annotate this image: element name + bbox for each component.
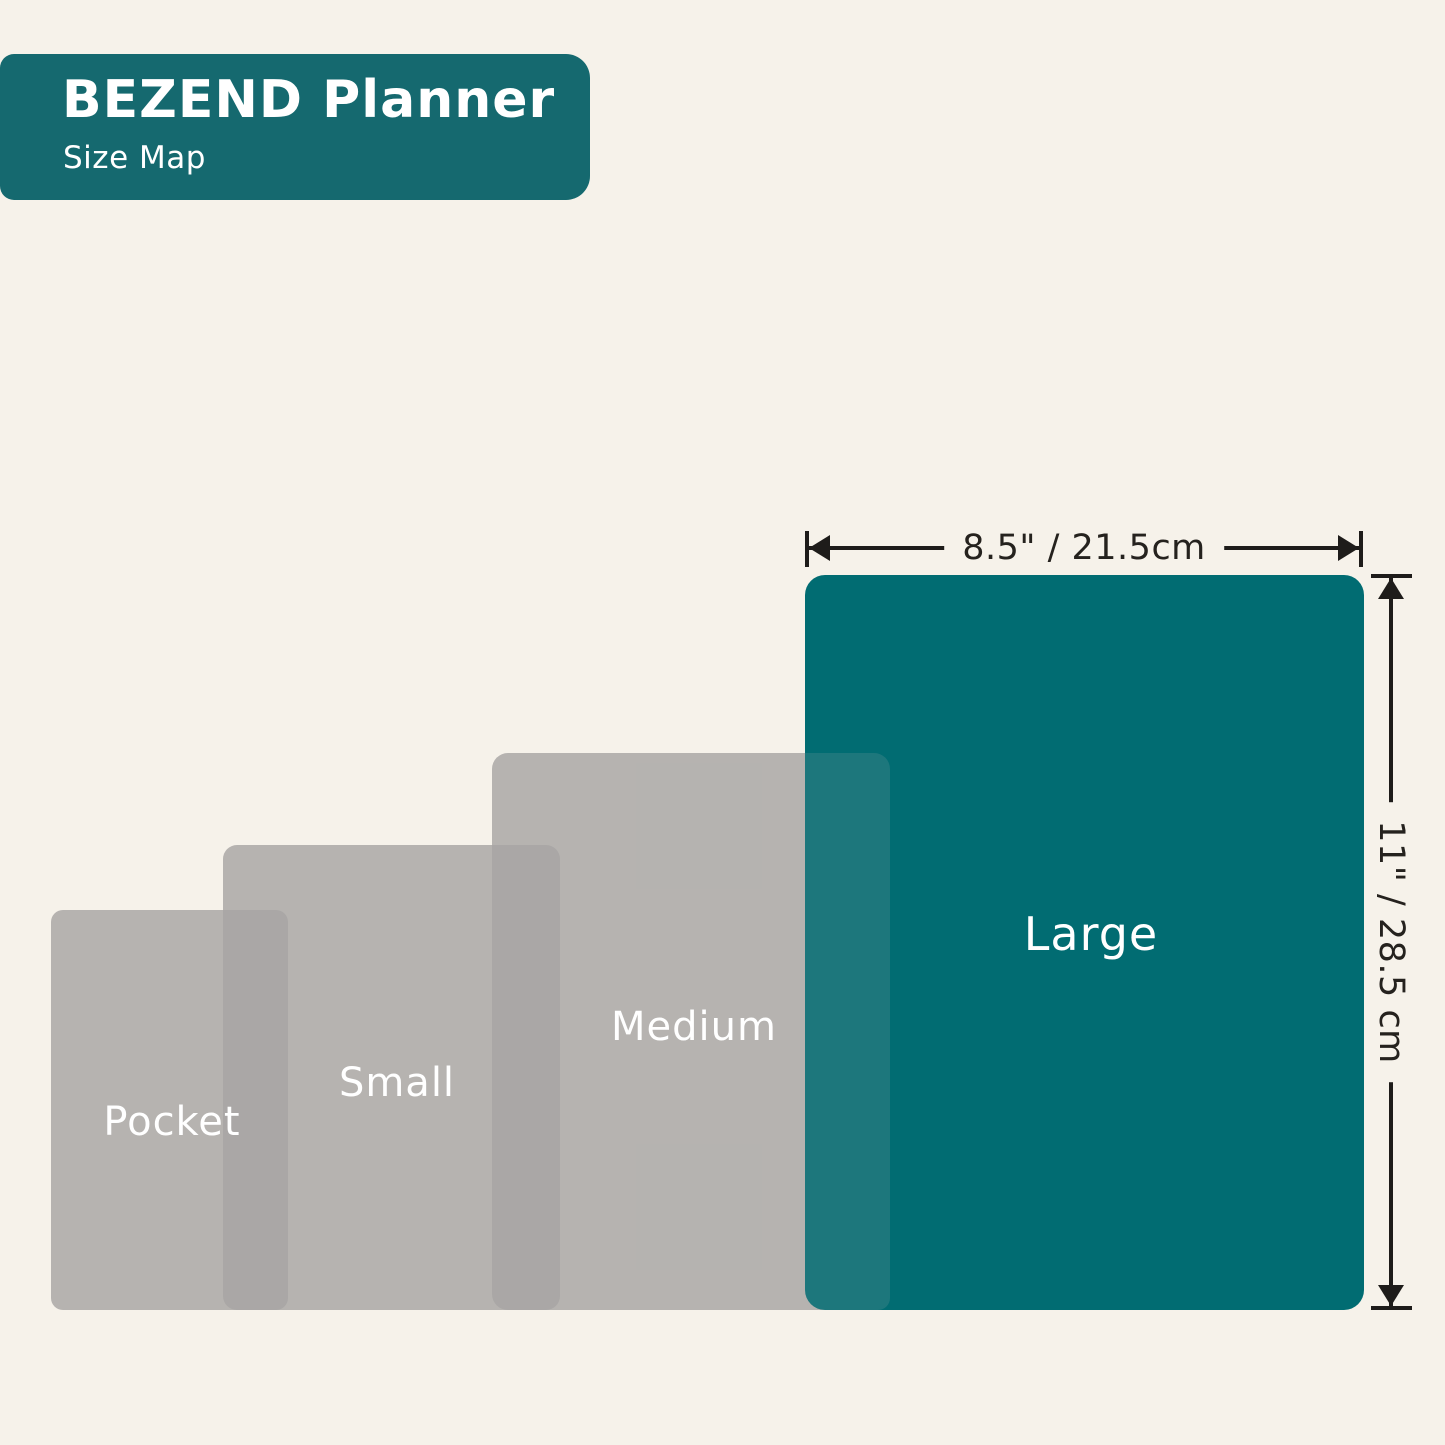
- size-label-small: Small: [338, 1060, 456, 1106]
- height-dimension-label: 11" / 28.5 cm: [1369, 802, 1413, 1082]
- arrow-right-icon: [1338, 535, 1359, 561]
- size-rect-large: [805, 575, 1364, 1310]
- height-dimension-tick-top: [1371, 574, 1412, 578]
- medium-large-overlap: [805, 753, 890, 1310]
- brand-subtitle: Size Map: [63, 140, 206, 176]
- size-label-large: Large: [1023, 907, 1159, 961]
- height-dimension-tick-bottom: [1371, 1306, 1412, 1310]
- brand-badge: BEZEND Planner Size Map: [0, 54, 590, 200]
- arrow-left-icon: [809, 535, 830, 561]
- arrow-up-icon: [1378, 578, 1404, 599]
- brand-title: BEZEND Planner: [62, 70, 556, 130]
- width-dimension-label: 8.5" / 21.5cm: [944, 526, 1224, 570]
- arrow-down-icon: [1378, 1285, 1404, 1306]
- width-dimension-tick-right: [1359, 531, 1363, 567]
- size-label-medium: Medium: [611, 1004, 777, 1050]
- width-dimension-tick-left: [805, 531, 809, 567]
- size-label-pocket: Pocket: [103, 1099, 241, 1145]
